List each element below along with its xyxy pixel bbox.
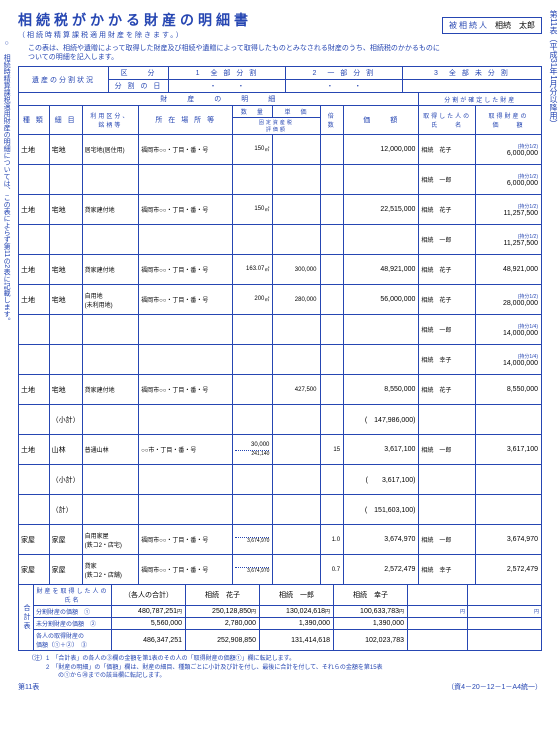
estate-division-label: 遺産の分割状況 — [19, 67, 109, 93]
property-row: （小計）( 147,986,000) — [19, 405, 542, 435]
form-id-left: 第11表 — [18, 682, 39, 692]
page-title: 相続税がかかる財産の明細書 — [18, 10, 252, 30]
property-table: 財 産 の 明 細 分割が確定した財産 種 類 細 目 利用区分、 銘柄等 所 … — [18, 92, 542, 585]
property-row: 土地宅地貸家建付地福岡市○○・丁目・番・号163.07㎡300,00048,92… — [19, 255, 542, 285]
property-row: 相続 一郎(持分1/2)11,257,500 — [19, 225, 542, 255]
property-row: 相続 幸子(持分1/4)14,000,000 — [19, 345, 542, 375]
heir-box: 被相続人 相続 太郎 — [442, 17, 542, 34]
summary-table: 合計表 財産を取得した人の氏名 （各人の合計） 相続 花子 相続 一郎 相続 幸… — [18, 584, 542, 651]
property-row: 土地宅地貸家建付地福岡市○○・丁目・番・号150㎡22,515,000相続 花子… — [19, 195, 542, 225]
note-top: この表は、相続や遺贈によって取得した財産及び相続や遺贈によって取得したものとみな… — [28, 44, 542, 62]
footnote: （注）1 「合計表」の各人の③欄の金額を第1表のその人の「取得財産の価額①」欄に… — [18, 655, 542, 680]
property-row: 家屋家屋自用家屋(鉄コ2・店宅)福岡市○○・丁目・番・号3,674,9701.0… — [19, 525, 542, 555]
property-row: （計）( 151,603,100) — [19, 495, 542, 525]
page-subtitle: （相続時精算課税適用財産を除きます。） — [18, 30, 252, 40]
property-row: 相続 一郎(持分1/4)14,000,000 — [19, 315, 542, 345]
form-id-right: （資4－20－12－1－A4統一） — [447, 682, 542, 692]
property-row: 家屋家屋貸家(鉄コ2・店舗)福岡市○○・丁目・番・号3,674,9700.72,… — [19, 555, 542, 585]
heir-name: 相続 太郎 — [495, 20, 535, 31]
property-row: 相続 一郎(持分1/2)6,000,000 — [19, 165, 542, 195]
property-row: 土地宅地貸家建付地福岡市○○・丁目・番・号427,5008,550,000相続 … — [19, 375, 542, 405]
property-row: （小計）( 3,617,100) — [19, 465, 542, 495]
property-row: 土地宅地自用地(未利用地)福岡市○○・丁目・番・号200㎡280,00056,0… — [19, 285, 542, 315]
side-label-left: ○ 相続時精算課税適用財産の明細については、この表によらず第11の2表に記載しま… — [2, 40, 11, 540]
division-table: 遺産の分割状況 区 分 1 全 部 分 割 2 一 部 分 割 3 全 部 未 … — [18, 66, 542, 93]
property-row: 土地山林普通山林○○市・丁目・番・号30,000241,140153,617,1… — [19, 435, 542, 465]
side-label-right: 第11表（平成31年1月分以降用） — [548, 10, 558, 128]
heir-label: 被相続人 — [449, 20, 489, 31]
property-row: 土地宅地居宅地(居住用)福岡市○○・丁目・番・号150㎡12,000,000相続… — [19, 135, 542, 165]
